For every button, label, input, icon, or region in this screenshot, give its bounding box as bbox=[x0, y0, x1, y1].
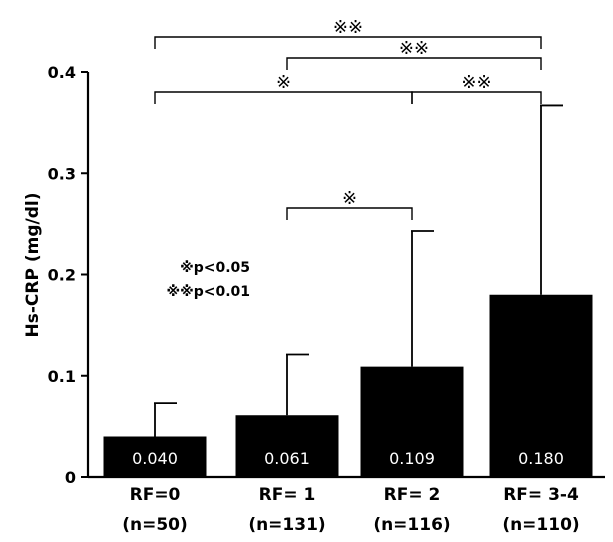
y-tick-label: 0.4 bbox=[48, 63, 76, 82]
significance-mark: ※※ bbox=[333, 17, 363, 38]
legend-p001: ※※p<0.01 bbox=[166, 284, 250, 300]
significance-bracket bbox=[411, 91, 542, 104]
bar bbox=[489, 294, 593, 477]
x-category-n-label: (n=116) bbox=[373, 515, 450, 535]
significance-bracket bbox=[154, 36, 542, 49]
labels: 0.040 RF=0 (n=50) 0.061 RF= 1 (n=131) 0.109 RF=… bbox=[122, 260, 579, 535]
x-category-label: RF= 2 bbox=[384, 485, 441, 505]
y-tick-label: 0.2 bbox=[48, 266, 76, 285]
bar-value-label: 0.040 bbox=[132, 449, 178, 468]
bar bbox=[360, 366, 464, 477]
significance-bracket bbox=[154, 91, 413, 104]
bar-value-label: 0.109 bbox=[389, 449, 435, 468]
significance-bracket bbox=[286, 57, 542, 70]
x-category-n-label: (n=50) bbox=[122, 515, 188, 535]
y-axis-label: Hs-CRP (mg/dl) bbox=[23, 193, 43, 338]
bar bbox=[235, 415, 339, 477]
x-category-label: RF= 3-4 bbox=[503, 485, 579, 505]
bar-value-label: 0.061 bbox=[264, 449, 310, 468]
error-bars bbox=[154, 104, 563, 437]
x-category-label: RF=0 bbox=[130, 485, 181, 505]
x-category-label: RF= 1 bbox=[259, 485, 316, 505]
y-tick-label: 0.1 bbox=[48, 367, 76, 386]
bar-value-label: 0.180 bbox=[518, 449, 564, 468]
significance-mark: ※※ bbox=[399, 38, 429, 59]
y-tick-label: 0.3 bbox=[48, 164, 76, 183]
bar bbox=[103, 436, 207, 477]
significance-mark: ※ bbox=[276, 72, 291, 93]
y-tick-label: 0 bbox=[65, 468, 76, 487]
significance-mark: ※※ bbox=[461, 72, 491, 93]
legend-p005: ※p<0.05 bbox=[180, 260, 250, 276]
significance-brackets: ※※※※※ ※※※ bbox=[154, 17, 542, 220]
x-category-n-label: (n=131) bbox=[248, 515, 325, 535]
significance-mark: ※ bbox=[342, 188, 357, 209]
bars bbox=[103, 294, 593, 477]
significance-bracket bbox=[286, 207, 413, 220]
x-category-n-label: (n=110) bbox=[502, 515, 579, 535]
